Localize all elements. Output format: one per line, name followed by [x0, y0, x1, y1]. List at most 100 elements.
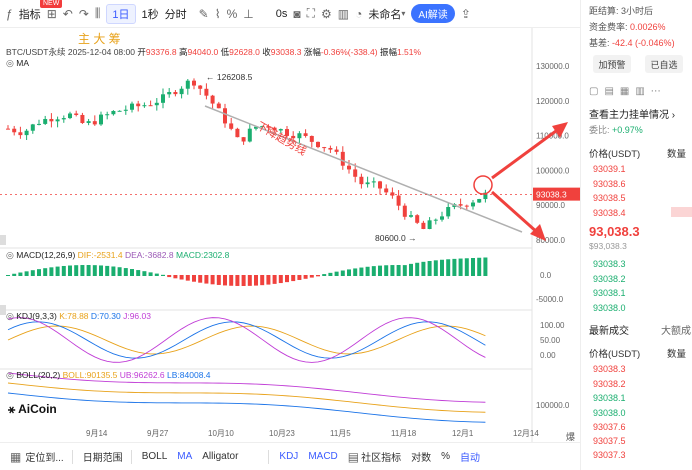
- macd-label: MACD(12,26,9): [16, 250, 76, 260]
- ask-row[interactable]: 93038.5: [593, 193, 626, 203]
- add-alert-button[interactable]: 加预警: [593, 55, 631, 73]
- draw-icon[interactable]: ⌇: [214, 6, 221, 21]
- bid-row[interactable]: 93038.0: [593, 303, 626, 313]
- pen-icon[interactable]: ✎: [198, 6, 209, 21]
- interval-1s[interactable]: 1秒: [141, 8, 159, 21]
- locate-button[interactable]: 定位到...: [25, 453, 64, 464]
- macd-bar: [99, 265, 103, 276]
- log-toggle[interactable]: 对数: [411, 453, 432, 464]
- timeshare-button[interactable]: 分时: [164, 8, 187, 21]
- candle-body: [347, 165, 351, 170]
- high-value: 94040.0: [187, 47, 219, 57]
- chart-canvas[interactable]: 130000.0 120000.0 110000.0 100000.0 90000.0 8…: [0, 28, 692, 442]
- ask-row[interactable]: 93038.6: [593, 179, 626, 189]
- community-button[interactable]: 社区指标: [361, 453, 402, 464]
- favorite-button[interactable]: 已自选: [645, 55, 683, 73]
- ma-label[interactable]: MA: [16, 58, 29, 68]
- depth-link[interactable]: 查看主力挂单情况 ›: [589, 106, 675, 121]
- eye-icon[interactable]: ◎: [6, 311, 14, 321]
- candle-body: [402, 205, 407, 217]
- candle-body: [86, 121, 91, 123]
- alligator-toggle[interactable]: Alligator: [202, 451, 239, 462]
- candle-body: [43, 118, 48, 124]
- depth-title: 查看主力挂单情况: [589, 110, 669, 121]
- ask-row[interactable]: 93038.4: [593, 208, 626, 218]
- undo-icon[interactable]: ↶: [62, 6, 73, 21]
- macd-bar: [415, 262, 420, 276]
- candle-body: [142, 105, 147, 107]
- price-tick: 90000.0: [536, 201, 565, 210]
- boll-line: [7, 382, 486, 413]
- palette-icon[interactable]: ◔: [355, 6, 363, 21]
- tab-latest-trades[interactable]: 最新成交: [589, 326, 629, 337]
- ask-row[interactable]: 93039.1: [593, 164, 626, 174]
- candle-type-icon[interactable]: ⫼: [94, 6, 101, 20]
- current-price-label: 93038.3: [536, 190, 567, 200]
- layout-icon[interactable]: ▥: [337, 6, 350, 21]
- locate-icon[interactable]: ▦: [10, 449, 22, 464]
- down-arrowhead: [530, 224, 546, 241]
- candle-body: [464, 205, 469, 207]
- macd-bar: [316, 275, 320, 277]
- macd-bar: [291, 275, 296, 282]
- interval-selector[interactable]: 1日: [106, 3, 136, 24]
- redo-icon[interactable]: ↷: [78, 6, 89, 21]
- macd-bar: [334, 271, 339, 276]
- ai-button[interactable]: AI解读: [411, 4, 455, 23]
- boll-toggle[interactable]: BOLL: [141, 451, 168, 462]
- macd-bar: [266, 275, 271, 285]
- kdj-tick: 100.00: [540, 321, 565, 330]
- account-select[interactable]: 未命名 ▾: [368, 6, 405, 22]
- kdj-toggle[interactable]: KDJ: [279, 451, 299, 462]
- divider: [130, 449, 132, 464]
- share-icon[interactable]: ⇪: [460, 6, 471, 21]
- ma-toggle[interactable]: MA: [177, 451, 193, 462]
- macd-bar: [446, 259, 451, 276]
- community-icon[interactable]: ▤: [347, 449, 360, 464]
- candle-body: [440, 216, 444, 220]
- candle-body: [111, 110, 116, 115]
- bid-row[interactable]: 93038.1: [593, 288, 626, 298]
- aicoin-logo: ⚹ AiCoin: [8, 402, 57, 417]
- time-tick: 10月23: [269, 429, 295, 438]
- percent-toggle[interactable]: %: [441, 451, 451, 462]
- chevron-down-icon: ▾: [401, 9, 406, 18]
- level-icon[interactable]: ⊥: [243, 6, 254, 21]
- indicator-icon[interactable]: ƒ: [6, 6, 13, 21]
- right-panel: 距结算: 3小时后 资金费率: 0.0026% 基差: -42.4 (-0.04…: [580, 0, 692, 470]
- low-value: 92628.0: [229, 47, 260, 57]
- chart-area[interactable]: 130000.0 120000.0 110000.0 100000.0 90000.0 8…: [0, 28, 692, 442]
- eye-icon[interactable]: ◎: [6, 58, 14, 68]
- date-range-button[interactable]: 日期范围: [82, 453, 123, 464]
- grid-icon[interactable]: ⊞: [46, 6, 57, 21]
- macd-toggle[interactable]: MACD: [308, 451, 338, 462]
- macd-bar: [142, 271, 147, 276]
- macd-bar: [378, 265, 382, 276]
- divider: [71, 449, 73, 464]
- eye-icon[interactable]: ◎: [6, 370, 14, 380]
- candle-body: [266, 126, 271, 128]
- kdj-label: KDJ(9,3,3): [16, 311, 57, 321]
- last-price: 93,038.3: [589, 224, 640, 239]
- tab-large-trades[interactable]: 大额成: [661, 326, 691, 337]
- trade-row: 93037.5: [593, 436, 626, 446]
- open-value: 93376.8: [145, 47, 177, 57]
- candle-body: [130, 103, 134, 110]
- auto-toggle[interactable]: 自动: [460, 453, 481, 464]
- indicator-button[interactable]: 指标: [18, 8, 41, 21]
- macd-bar: [409, 263, 413, 276]
- candle-body: [353, 169, 358, 177]
- bid-row[interactable]: 93038.2: [593, 274, 626, 284]
- eye-icon[interactable]: ◎: [6, 250, 14, 260]
- fullscreen-icon[interactable]: ⛶: [306, 6, 315, 20]
- percent-icon[interactable]: %: [226, 6, 238, 21]
- settings-icon[interactable]: ⚙: [320, 6, 332, 21]
- price-tick: 100000.0: [536, 166, 570, 175]
- camera-icon[interactable]: ◙: [293, 6, 301, 21]
- panel-icons[interactable]: ▢▤▦▥⋯: [589, 86, 667, 97]
- macd-bar: [458, 258, 463, 276]
- macd-bar: [433, 260, 438, 276]
- candle-body: [446, 207, 451, 217]
- orderbook-price-header: 价格(USDT): [589, 149, 641, 160]
- bid-row[interactable]: 93038.3: [593, 259, 626, 269]
